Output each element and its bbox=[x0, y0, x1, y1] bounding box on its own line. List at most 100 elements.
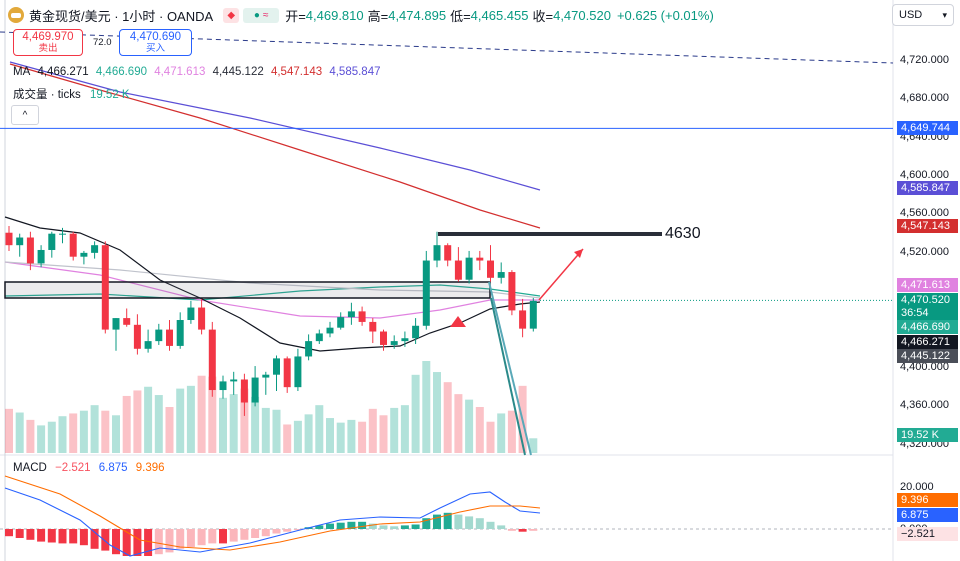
macd-hist-bar bbox=[219, 529, 227, 544]
candle-body bbox=[26, 237, 34, 264]
macd-line bbox=[4, 487, 541, 557]
macd-hist-bar bbox=[251, 529, 260, 538]
ma-gray-price-tag: 4,445.122 bbox=[897, 349, 958, 363]
volume-bar bbox=[390, 407, 399, 453]
macd-hist-bar bbox=[37, 529, 46, 542]
up-marker bbox=[450, 316, 466, 327]
macd-legend[interactable]: MACD −2.521 6.875 9.396 bbox=[13, 462, 170, 474]
high-label: 高= bbox=[367, 8, 389, 24]
macd-hist-bar bbox=[283, 529, 292, 532]
volume-bar bbox=[304, 414, 313, 453]
ma-value-1: 4,466.271 bbox=[37, 66, 89, 78]
volume-bar bbox=[336, 422, 345, 453]
macd-hist-bar bbox=[154, 529, 163, 555]
macd-tick: 20.000 bbox=[900, 481, 934, 493]
ma-value-2: 4,466.690 bbox=[95, 66, 147, 78]
macd-hist-bar bbox=[358, 521, 367, 529]
macd-hist-bar bbox=[497, 525, 506, 529]
volume-legend[interactable]: 成交量 · ticks 19.52 K bbox=[13, 86, 130, 102]
close-label: 收= bbox=[532, 8, 554, 24]
volume-bar bbox=[486, 421, 495, 453]
candle-body bbox=[176, 320, 184, 346]
macd-hist-bar bbox=[90, 529, 99, 549]
volume-bar bbox=[90, 405, 99, 453]
volume-bar bbox=[422, 361, 431, 453]
volume-bar bbox=[197, 375, 206, 453]
volume-bar bbox=[326, 418, 334, 453]
spread-value: 72.0 bbox=[93, 37, 112, 48]
macd-hist-bar bbox=[518, 529, 527, 532]
volume-bar bbox=[272, 409, 281, 453]
flag-icon[interactable]: ◆ bbox=[223, 7, 240, 23]
macd-hist-bar bbox=[293, 529, 302, 530]
volume-bar bbox=[26, 419, 35, 453]
candle-body bbox=[16, 237, 24, 246]
volume-bar bbox=[411, 374, 420, 453]
volume-bar bbox=[507, 410, 516, 453]
candle-body bbox=[444, 245, 452, 261]
chevron-down-icon: ▾ bbox=[942, 9, 947, 20]
candle-body bbox=[133, 324, 141, 349]
macd-hist-bar bbox=[229, 529, 238, 542]
ma-blue-price-tag: 4,585.847 bbox=[897, 181, 958, 195]
volume-bar bbox=[400, 405, 409, 453]
candle-body bbox=[144, 341, 152, 349]
candle-body bbox=[422, 260, 430, 326]
sell-label: 卖出 bbox=[38, 43, 58, 54]
volume-bar bbox=[133, 390, 142, 453]
macd-hist-bar bbox=[165, 529, 174, 553]
target-annotation[interactable]: 4630 bbox=[665, 225, 701, 242]
sell-button[interactable]: 4,469.970 卖出 bbox=[13, 29, 83, 56]
candle-body bbox=[69, 233, 77, 257]
macd-hist-bar bbox=[315, 525, 324, 529]
candle-body bbox=[187, 307, 195, 321]
volume-label: 成交量 · ticks bbox=[13, 89, 81, 101]
ma-legend[interactable]: MA 4,466.271 4,466.690 4,471.613 4,445.1… bbox=[13, 66, 385, 78]
macd-hist-bar bbox=[101, 529, 110, 551]
candles-layer bbox=[5, 225, 537, 416]
candle-body bbox=[208, 329, 216, 391]
buy-button[interactable]: 4,470.690 买入 bbox=[119, 29, 192, 56]
candle-body bbox=[198, 307, 206, 330]
projection-arrow bbox=[538, 248, 584, 301]
price-tick: 4,400.000 bbox=[900, 361, 949, 373]
countdown-tag: 36:54 bbox=[897, 306, 958, 320]
currency-select[interactable]: USD ▾ bbox=[892, 4, 954, 26]
gold-symbol-icon bbox=[8, 7, 24, 23]
macd-signal-tag: 9.396 bbox=[897, 493, 958, 507]
macd-hist-bar bbox=[240, 529, 249, 540]
low-value: 4,465.455 bbox=[470, 7, 529, 23]
currency-value: USD bbox=[899, 9, 923, 21]
macd-hist-bar bbox=[529, 529, 538, 531]
volume-bar bbox=[5, 408, 13, 453]
macd-hist-bar bbox=[58, 529, 67, 544]
market-status-badge[interactable]: ● ≈ bbox=[243, 7, 280, 23]
moving-average-layer bbox=[4, 61, 541, 352]
macd-hist-bar bbox=[69, 529, 78, 544]
drawings-layer bbox=[0, 31, 894, 456]
approx-icon: ≈ bbox=[262, 9, 269, 21]
ma-value-5: 4,547.143 bbox=[270, 66, 323, 78]
ma-pink-price-tag: 4,471.613 bbox=[897, 278, 958, 292]
volume-bar bbox=[529, 438, 538, 453]
collapse-legend-button[interactable]: ^ bbox=[11, 105, 39, 125]
descending-line bbox=[488, 281, 532, 456]
volume-bar bbox=[165, 407, 174, 453]
symbol-title[interactable]: 黄金现货/美元 · 1小时 · OANDA bbox=[29, 8, 214, 24]
volume-tag: 19.52 K bbox=[897, 428, 958, 442]
candle-body bbox=[465, 257, 473, 280]
volume-bar bbox=[112, 415, 120, 453]
symbol-header: 黄金现货/美元 · 1小时 · OANDA ◆ ● ≈ 开= 4,469.810 … bbox=[8, 6, 716, 24]
volume-bar bbox=[443, 382, 452, 453]
candle-body bbox=[219, 381, 227, 391]
ma-value-6: 4,585.847 bbox=[329, 66, 381, 78]
macd-hist-bar bbox=[15, 529, 24, 538]
macd-hist-bar bbox=[368, 523, 377, 529]
ma-line bbox=[4, 216, 541, 352]
volume-bar bbox=[283, 424, 292, 453]
candle-body bbox=[112, 318, 120, 330]
last-price-tag: 4,470.520 bbox=[897, 293, 958, 307]
volume-bar bbox=[261, 407, 270, 453]
macd-hist-bar bbox=[507, 529, 516, 531]
